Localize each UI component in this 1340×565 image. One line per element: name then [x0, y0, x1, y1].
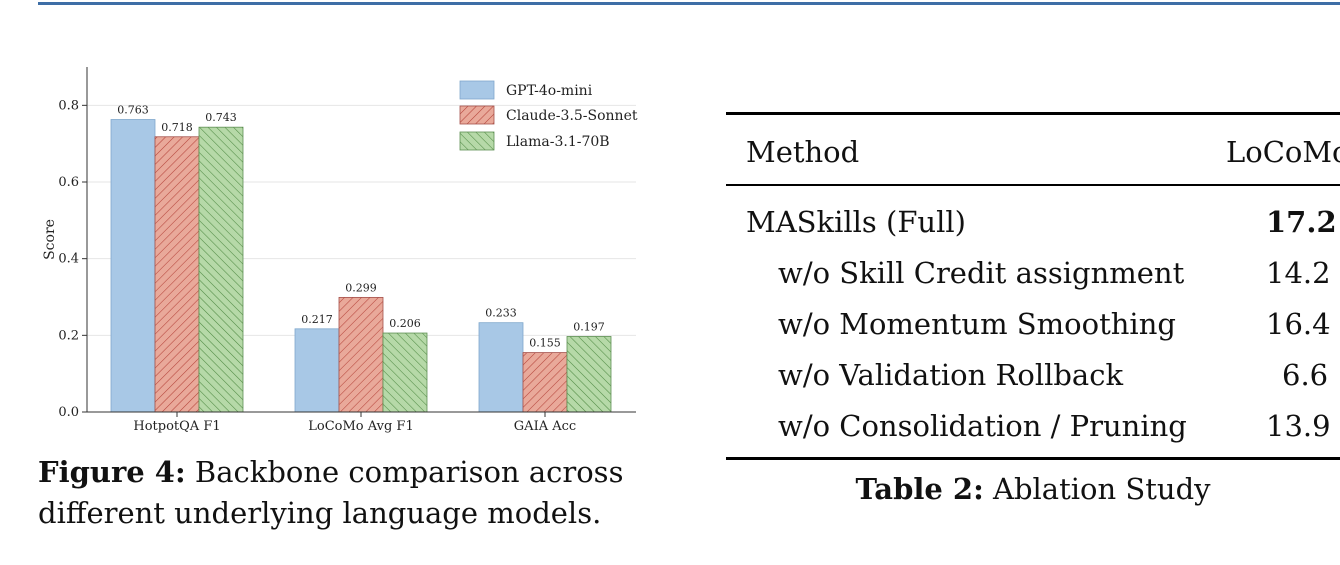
y-tick-label: 0.0 [58, 405, 79, 420]
table-row-value: 14.2 [1266, 256, 1331, 290]
table-header-method: Method [746, 135, 860, 169]
bar-value-label: 0.217 [301, 313, 333, 326]
bar-value-label: 0.763 [117, 104, 149, 117]
x-tick-label: LoCoMo Avg F1 [308, 419, 413, 434]
table-row-method: MASkills (Full) [746, 205, 966, 239]
backbone-bar-chart: 0.0 0.2 0.4 0.6 0.8 0.763 0.217 0.233 0.718 0.299… [42, 67, 638, 434]
legend-label: GPT-4o-mini [506, 83, 593, 99]
table-row-value: 13.9 [1266, 409, 1331, 443]
table-row-method: w/o Momentum Smoothing [778, 307, 1176, 341]
bar-value-label: 0.718 [161, 121, 193, 134]
y-tick-label: 0.2 [58, 328, 79, 343]
table-caption: Table 2: Ablation Study [726, 472, 1340, 506]
bar-claude-3-5-sonnet [338, 296, 384, 413]
bar-value-label: 0.233 [485, 307, 517, 320]
legend-label: Llama-3.1-70B [506, 134, 610, 150]
figure-caption-label: Figure 4: [38, 455, 186, 489]
table-row-value: 17.2 [1266, 205, 1337, 239]
bar-value-label: 0.206 [389, 317, 421, 330]
bar-gpt-4o-mini [110, 119, 156, 413]
table-row-method: w/o Validation Rollback [778, 358, 1124, 392]
bar-gpt-4o-mini [294, 328, 340, 413]
bar-value-label: 0.155 [529, 337, 561, 350]
table-row-method: w/o Skill Credit assignment [778, 256, 1185, 290]
x-tick-label: HotpotQA F1 [133, 419, 220, 434]
table-caption-text: Ablation Study [993, 472, 1211, 506]
table-caption-label: Table 2: [855, 472, 984, 506]
legend-swatch [459, 131, 495, 151]
y-tick-label: 0.4 [58, 252, 79, 267]
y-tick-label: 0.8 [58, 98, 79, 113]
figure-caption: Figure 4: Backbone comparison across dif… [38, 452, 658, 534]
legend-swatch [459, 80, 495, 100]
bar-value-label: 0.299 [345, 281, 377, 294]
ablation-table: Method LoCoMo MASkills (Full) 17.2 w/o Ski… [726, 112, 1340, 460]
bar-claude-3-5-sonnet [522, 352, 568, 413]
bar-llama-3-1-70b [198, 126, 244, 413]
bar-value-label: 0.743 [205, 111, 237, 124]
legend-swatch [459, 105, 495, 125]
x-tick-label: GAIA Acc [514, 419, 576, 434]
y-tick-label: 0.6 [58, 175, 79, 190]
table-row-method: w/o Consolidation / Pruning [778, 409, 1187, 443]
table-header-locomo: LoCoMo [1226, 135, 1340, 169]
table-row-value: 6.6 [1282, 358, 1329, 392]
y-axis-label: Score [42, 219, 58, 260]
table-top-rule [726, 112, 1340, 115]
bar-claude-3-5-sonnet [154, 136, 200, 413]
legend-label: Claude-3.5-Sonnet [506, 108, 638, 124]
bar-llama-3-1-70b [566, 336, 612, 413]
table-row-value: 16.4 [1266, 307, 1331, 341]
table-bottom-rule [726, 457, 1340, 460]
bar-llama-3-1-70b [382, 332, 428, 413]
figure-caption-text: Backbone comparison across different und… [38, 455, 624, 530]
top-rule [38, 2, 1340, 5]
bar-gpt-4o-mini [478, 322, 524, 413]
table-mid-rule [726, 184, 1340, 186]
bar-value-label: 0.197 [573, 320, 605, 333]
